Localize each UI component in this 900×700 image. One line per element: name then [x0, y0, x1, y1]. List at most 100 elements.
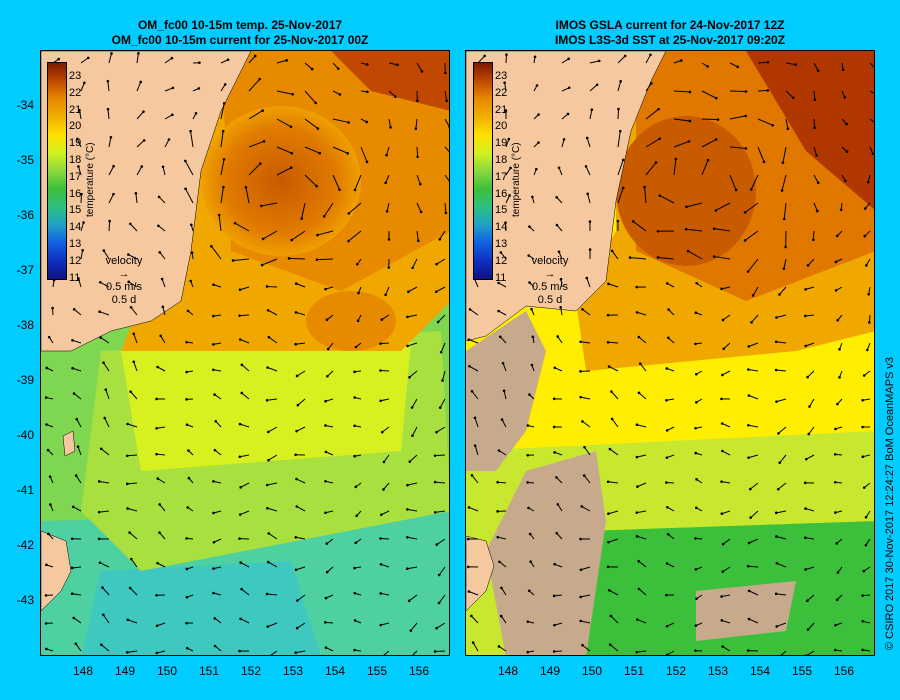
- velocity-arrow: [869, 62, 874, 68]
- velocity-arrow: [750, 174, 759, 190]
- velocity-arrowhead: [213, 393, 216, 396]
- velocity-arrow: [128, 281, 138, 288]
- velocity-arrowhead: [499, 335, 502, 339]
- velocity-arrow: [386, 202, 390, 212]
- velocity-arrowhead: [437, 601, 441, 605]
- velocity-arrow: [354, 174, 362, 191]
- velocity-arrow: [805, 566, 815, 570]
- velocity-arrowhead: [720, 287, 723, 291]
- velocity-arrow: [105, 389, 110, 400]
- velocity-arrowhead: [694, 311, 698, 315]
- velocity-arrowhead: [77, 165, 80, 168]
- velocity-arrowhead: [497, 449, 501, 452]
- velocity-arrow: [813, 202, 818, 212]
- velocity-arrowhead: [637, 335, 641, 339]
- velocity-arrow: [636, 535, 647, 540]
- velocity-arrow: [504, 82, 507, 92]
- velocity-arrowhead: [213, 448, 217, 452]
- velocity-arrowhead: [325, 542, 329, 545]
- velocity-arrow: [813, 174, 819, 183]
- velocity-arrowhead: [507, 137, 511, 141]
- velocity-arrowhead: [435, 543, 439, 546]
- velocity-arrowhead: [581, 420, 584, 423]
- velocity-arrowhead: [338, 93, 342, 96]
- velocity-arrow: [556, 477, 563, 484]
- colorbar-tick-label: 20: [495, 120, 508, 133]
- velocity-arrow: [127, 454, 138, 457]
- velocity-arrowhead: [212, 314, 215, 318]
- velocity-arrowhead: [762, 160, 766, 164]
- velocity-key: velocity → 0.5 m/s 0.5 d: [515, 255, 585, 307]
- velocity-arrow: [869, 118, 874, 123]
- velocity-arrow: [636, 510, 647, 514]
- velocity-arrow: [127, 619, 138, 624]
- velocity-arrowhead: [419, 182, 422, 186]
- velocity-arrow: [813, 146, 818, 156]
- velocity-arrow: [608, 366, 619, 372]
- velocity-arrow: [781, 174, 787, 191]
- velocity-arrowhead: [295, 429, 298, 433]
- velocity-arrowhead: [531, 195, 534, 199]
- velocity-arrowhead: [746, 649, 750, 652]
- longitude-label: 155: [366, 664, 388, 678]
- velocity-arrowhead: [414, 127, 418, 131]
- velocity-arrow: [687, 250, 703, 260]
- velocity-arrowhead: [132, 332, 136, 336]
- colorbar-tick-label: 15: [69, 204, 82, 217]
- warm-eddy-secondary: [306, 291, 396, 351]
- velocity-arrow: [701, 159, 709, 176]
- velocity-arrow: [108, 165, 115, 176]
- velocity-arrowhead: [190, 223, 193, 227]
- velocity-arrow: [161, 278, 166, 288]
- velocity-arrow: [220, 131, 224, 148]
- velocity-arrowhead: [679, 59, 683, 62]
- velocity-arrowhead: [411, 434, 414, 437]
- velocity-arrowhead: [747, 345, 751, 348]
- velocity-arrowhead: [260, 263, 264, 267]
- velocity-arrow: [729, 90, 747, 93]
- velocity-arrowhead: [80, 192, 83, 196]
- model-map-panel[interactable]: [40, 50, 450, 656]
- velocity-arrowhead: [326, 374, 329, 378]
- velocity-arrowhead: [379, 562, 383, 566]
- left-title-line1: OM_fc00 10-15m temp. 25-Nov-2017: [137, 18, 343, 32]
- velocity-arrowhead: [483, 54, 486, 58]
- velocity-arrow: [436, 286, 446, 293]
- velocity-arrowhead: [387, 266, 391, 269]
- velocity-arrowhead: [97, 480, 101, 483]
- velocity-key: velocity → 0.5 m/s 0.5 d: [89, 255, 159, 307]
- velocity-arrowhead: [833, 648, 837, 652]
- velocity-arrow: [776, 341, 787, 344]
- velocity-arrowhead: [380, 318, 384, 321]
- velocity-arrow: [444, 174, 449, 182]
- velocity-arrowhead: [295, 374, 299, 378]
- velocity-arrow: [580, 594, 591, 598]
- velocity-arrow: [645, 138, 660, 148]
- velocity-arrow: [673, 140, 690, 148]
- velocity-arrowhead: [666, 505, 669, 509]
- velocity-arrowhead: [775, 561, 779, 565]
- velocity-arrowhead: [867, 292, 870, 296]
- velocity-arrowhead: [353, 619, 357, 622]
- velocity-arrow: [100, 448, 110, 456]
- velocity-arrowhead: [497, 645, 501, 648]
- velocity-arrowhead: [863, 234, 867, 238]
- velocity-arrowhead: [213, 617, 217, 620]
- velocity-arrowhead: [746, 270, 750, 273]
- velocity-arrowhead: [839, 208, 843, 212]
- right-panel-title: IMOS GSLA current for 24-Nov-2017 12Z IM…: [460, 18, 880, 48]
- velocity-arrowhead: [774, 592, 778, 596]
- velocity-arrow: [783, 202, 787, 219]
- velocity-arrowhead: [504, 221, 507, 224]
- velocity-arrowhead: [158, 503, 161, 506]
- velocity-arrow: [136, 139, 145, 148]
- velocity-arrowhead: [290, 151, 294, 155]
- satellite-map-panel[interactable]: [465, 50, 875, 656]
- velocity-arrowhead: [694, 506, 698, 510]
- velocity-arrowhead: [212, 511, 215, 515]
- velocity-arrowhead: [324, 511, 327, 515]
- colorbar-tick-label: 20: [69, 120, 82, 133]
- velocity-arrow: [241, 588, 250, 596]
- velocity-arrowhead: [508, 194, 511, 197]
- velocity-arrowhead: [791, 96, 795, 100]
